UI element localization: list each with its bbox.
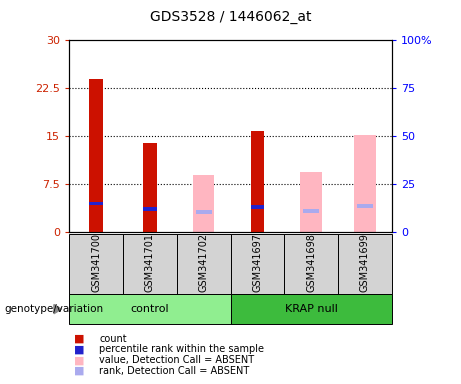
Text: control: control bbox=[130, 304, 169, 314]
Text: GSM341698: GSM341698 bbox=[306, 233, 316, 292]
Bar bbox=[143, 207, 157, 210]
Text: ■: ■ bbox=[74, 334, 84, 344]
Bar bbox=[143, 143, 157, 232]
Bar bbox=[251, 131, 264, 232]
Bar bbox=[195, 210, 212, 214]
Bar bbox=[69, 294, 230, 324]
Bar bbox=[177, 234, 230, 294]
Bar bbox=[230, 234, 284, 294]
Bar bbox=[251, 205, 264, 209]
Text: GSM341697: GSM341697 bbox=[252, 233, 262, 292]
Text: ■: ■ bbox=[74, 344, 84, 354]
Bar bbox=[69, 234, 123, 294]
Text: value, Detection Call = ABSENT: value, Detection Call = ABSENT bbox=[99, 355, 254, 365]
Bar bbox=[357, 204, 373, 208]
Text: percentile rank within the sample: percentile rank within the sample bbox=[99, 344, 264, 354]
Text: GSM341699: GSM341699 bbox=[360, 233, 370, 292]
Bar bbox=[338, 234, 392, 294]
Bar bbox=[303, 209, 319, 213]
Text: GSM341701: GSM341701 bbox=[145, 233, 155, 292]
Bar bbox=[301, 172, 322, 232]
Bar bbox=[284, 234, 338, 294]
Text: KRAP null: KRAP null bbox=[285, 304, 337, 314]
Polygon shape bbox=[54, 305, 61, 314]
Text: ■: ■ bbox=[74, 366, 84, 376]
Text: GSM341702: GSM341702 bbox=[199, 233, 209, 292]
Text: ■: ■ bbox=[74, 355, 84, 365]
Text: rank, Detection Call = ABSENT: rank, Detection Call = ABSENT bbox=[99, 366, 249, 376]
Bar bbox=[354, 135, 376, 232]
Bar bbox=[230, 294, 392, 324]
Text: count: count bbox=[99, 334, 127, 344]
Text: genotype/variation: genotype/variation bbox=[5, 304, 104, 314]
Bar bbox=[193, 175, 214, 232]
Text: GSM341700: GSM341700 bbox=[91, 233, 101, 292]
Bar bbox=[89, 202, 103, 205]
Text: GDS3528 / 1446062_at: GDS3528 / 1446062_at bbox=[150, 10, 311, 24]
Bar bbox=[89, 79, 103, 232]
Bar bbox=[123, 234, 177, 294]
